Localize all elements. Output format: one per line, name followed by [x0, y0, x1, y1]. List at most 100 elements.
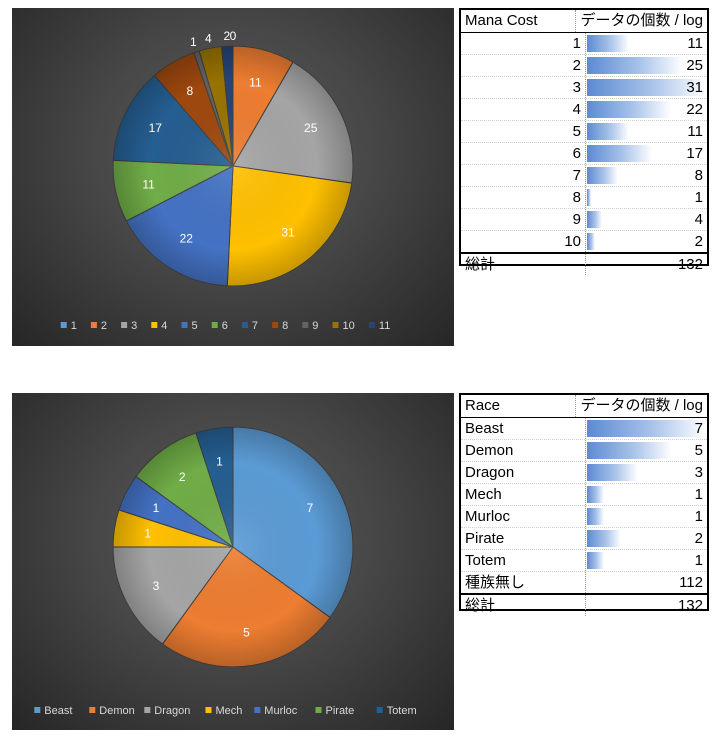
pivot-row-value-cell[interactable]: 11	[586, 33, 707, 54]
pivot-row-value: 1	[694, 189, 703, 206]
pivot-row-value-cell[interactable]: 17	[586, 143, 707, 164]
race-pie-chart: 7 5 3 1 1 2 1 Beast Demon Dragon Mech Murloc Pirate T…	[12, 393, 454, 730]
pivot-row-value-cell[interactable]: 1	[586, 484, 707, 505]
pivot-row-value-cell[interactable]: 3	[586, 462, 707, 483]
pivot-row-value: 7	[694, 420, 703, 437]
legend-label-7: 7	[252, 320, 258, 332]
pivot-row: Totem 1	[461, 549, 707, 571]
pivot-total-row: 総計 132	[461, 593, 707, 616]
pivot-row-label[interactable]: Beast	[461, 418, 586, 439]
pivot-row: Pirate 2	[461, 527, 707, 549]
pivot-total-row: 総計 132	[461, 252, 707, 275]
pivot-row-value-cell[interactable]: 8	[586, 165, 707, 186]
pivot-row: 4 22	[461, 98, 707, 120]
data-label-7: 17	[149, 121, 163, 135]
legend-swatch-9	[302, 322, 309, 328]
data-bar	[587, 189, 591, 206]
pivot-header-value[interactable]: データの個数 / log	[580, 12, 703, 29]
pivot-row-label[interactable]: 4	[461, 99, 586, 120]
pivot-row-label[interactable]: 8	[461, 187, 586, 208]
pivot-row-label[interactable]: Totem	[461, 550, 586, 571]
data-bar	[587, 101, 672, 118]
pivot-row-label[interactable]: 1	[461, 33, 586, 54]
pivot-row-label[interactable]: Pirate	[461, 528, 586, 549]
pivot-row-value-cell[interactable]: 11	[586, 121, 707, 142]
pivot-row-value-cell[interactable]: 1	[586, 506, 707, 527]
legend-label-8: 8	[282, 320, 288, 332]
legend-label-1: 1	[71, 320, 77, 332]
pivot-header-label[interactable]: Mana Cost	[461, 10, 577, 32]
data-label-2: 11	[249, 76, 262, 90]
legend-label-9: 9	[312, 320, 318, 332]
pivot-row-label[interactable]: 9	[461, 209, 586, 230]
pivot-row-label[interactable]: 10	[461, 231, 586, 252]
pivot-row: Demon 5	[461, 439, 707, 461]
pivot-row-value-cell[interactable]: 25	[586, 55, 707, 76]
pivot-row-label[interactable]: 7	[461, 165, 586, 186]
data-label-11: 2	[223, 29, 230, 43]
data-bar	[587, 167, 618, 184]
pivot-row-value: 11	[687, 35, 703, 52]
pivot-row-label[interactable]: 6	[461, 143, 586, 164]
legend-label-murloc: Murloc	[264, 705, 298, 717]
pivot-row-value: 11	[687, 123, 703, 140]
data-label-5: 22	[180, 232, 194, 246]
legend-swatch-1	[60, 322, 67, 328]
pivot-total-label[interactable]: 総計	[461, 595, 586, 616]
pivot-row-value-cell[interactable]: 22	[586, 99, 707, 120]
pivot-row-value-cell[interactable]: 1	[586, 187, 707, 208]
pivot-total-label[interactable]: 総計	[461, 254, 586, 275]
pivot-row-value-cell[interactable]: 2	[586, 528, 707, 549]
data-bar	[587, 508, 605, 525]
pivot-total-value[interactable]: 132	[677, 256, 703, 273]
pivot-row-value: 31	[686, 79, 703, 96]
pivot-row-value: 2	[694, 233, 703, 250]
pivot-row-value-cell[interactable]: 1	[586, 550, 707, 571]
legend-label-3: 3	[131, 320, 137, 332]
pivot-row-label[interactable]: 種族無し	[461, 572, 586, 593]
pivot-row-value: 112	[679, 574, 703, 591]
pivot-row: Beast 7	[461, 418, 707, 439]
pivot-total-value[interactable]: 132	[677, 597, 703, 614]
legend-swatch-3	[121, 322, 128, 328]
legend-label-demon: Demon	[99, 705, 134, 717]
data-label-9: 1	[190, 35, 197, 49]
pivot-row-value-cell[interactable]: 2	[586, 231, 707, 252]
data-label-totem: 1	[216, 455, 223, 469]
pivot-row-value: 1	[694, 486, 703, 503]
pivot-row-label[interactable]: 2	[461, 55, 586, 76]
data-bar	[587, 442, 672, 459]
pivot-row-label[interactable]: Murloc	[461, 506, 586, 527]
legend-swatch-7	[241, 322, 248, 328]
data-label-murloc: 1	[153, 501, 160, 515]
pivot-row: 10 2	[461, 230, 707, 252]
data-bar	[587, 211, 603, 228]
pivot-row-value-cell[interactable]: 5	[586, 440, 707, 461]
pivot-row-label[interactable]: Demon	[461, 440, 586, 461]
pivot-row-value-cell[interactable]: 112	[586, 572, 707, 593]
data-bar	[587, 123, 630, 140]
pivot-row-value: 1	[694, 508, 703, 525]
pivot-row-value-cell[interactable]: 4	[586, 209, 707, 230]
pivot-row-label[interactable]: Mech	[461, 484, 586, 505]
race-pivot-table: Race データの個数 / log Beast 7 Demon 5 Dragon 3 Mec…	[459, 393, 709, 616]
pivot-header-label[interactable]: Race	[461, 395, 577, 417]
pivot-row-value-cell[interactable]: 7	[586, 418, 707, 439]
pivot-row-label[interactable]: 5	[461, 121, 586, 142]
pivot-header-value[interactable]: データの個数 / log	[580, 397, 703, 414]
data-bar	[587, 145, 653, 162]
pivot-row-value-cell[interactable]: 31	[586, 77, 707, 98]
pivot-header-row: Race データの個数 / log	[461, 395, 707, 418]
data-bar	[587, 420, 706, 437]
pivot-row-label[interactable]: Dragon	[461, 462, 586, 483]
legend-swatch-10	[332, 322, 339, 328]
data-label-6: 11	[142, 177, 155, 191]
pivot-row-label[interactable]: 3	[461, 77, 586, 98]
data-label-8: 8	[186, 84, 193, 98]
data-label-1: 0	[230, 29, 237, 43]
legend-swatch-beast	[34, 707, 41, 713]
